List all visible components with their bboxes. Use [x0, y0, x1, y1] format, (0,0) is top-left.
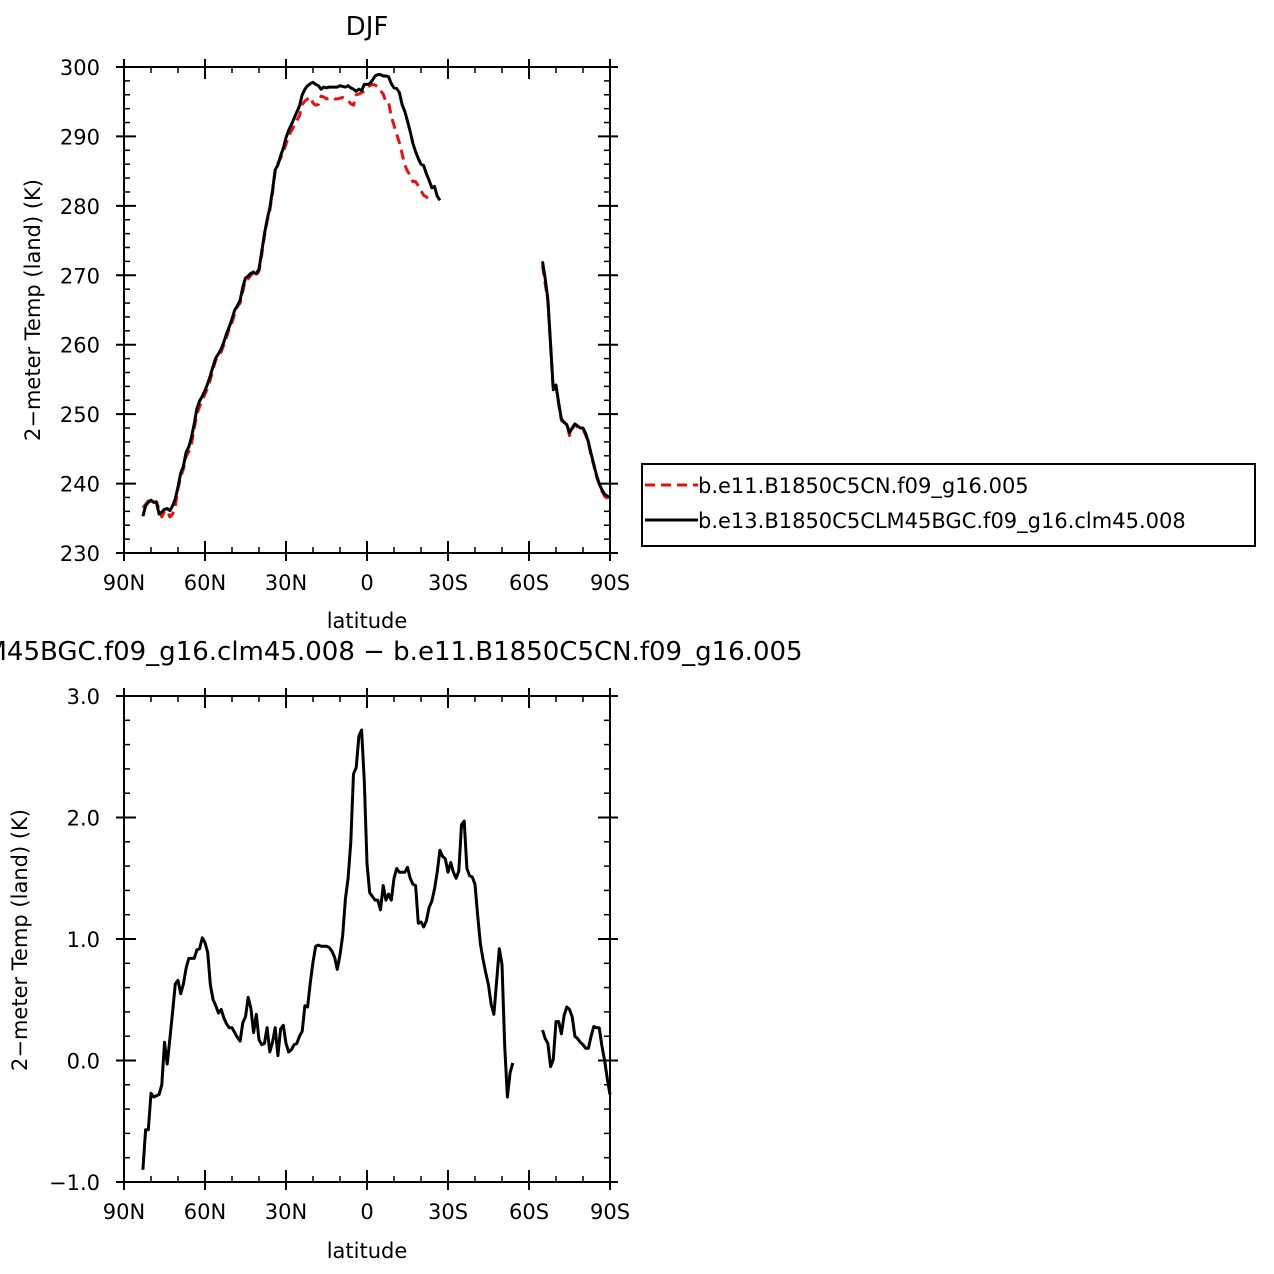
bottom-x-tick-labels: 90N 60N 30N 0 30S 60S 90S	[103, 1200, 630, 1224]
bottom-x-tick-label: 0	[360, 1200, 373, 1224]
bottom-y-tick-labels: −1.0 0.0 1.0 2.0 3.0	[49, 685, 100, 1195]
top-y-tick-label: 280	[60, 195, 100, 219]
top-plot-frame	[123, 66, 611, 554]
bottom-plot-area	[116, 688, 618, 1190]
bottom-y-tick-label: 2.0	[67, 807, 100, 831]
top-y-tick-label: 240	[60, 473, 100, 497]
top-x-tick-label: 90N	[103, 571, 145, 595]
legend: b.e11.B1850C5CN.f09_g16.005 b.e13.B1850C…	[641, 463, 1256, 547]
top-x-tick-label: 60S	[509, 571, 549, 595]
top-series-1-line-segment-0	[141, 73, 442, 517]
top-y-tick-label: 270	[60, 264, 100, 288]
top-x-tick-label: 30N	[265, 571, 307, 595]
bottom-x-tick-label: 30N	[265, 1200, 307, 1224]
top-x-tick-label: 0	[360, 571, 373, 595]
top-series-1-line-segment-1	[541, 261, 611, 499]
top-y-tick-labels: 230 240 250 260 270 280 290 300	[60, 56, 100, 566]
bottom-y-tick-label: −1.0	[49, 1171, 100, 1195]
bottom-plot-frame	[123, 695, 611, 1183]
bottom-x-tick-label: 90N	[103, 1200, 145, 1224]
legend-label-cn: b.e11.B1850C5CN.f09_g16.005	[698, 474, 1029, 499]
top-x-axis-label: latitude	[327, 609, 408, 633]
top-x-tick-label: 60N	[184, 571, 226, 595]
legend-box	[641, 463, 1256, 547]
top-plot-area	[116, 59, 618, 561]
bottom-y-tick-label: 0.0	[67, 1050, 100, 1074]
bottom-x-tick-label: 60N	[184, 1200, 226, 1224]
bottom-y-axis-label: 2−meter Temp (land) (K)	[8, 809, 32, 1071]
bottom-series-0-line-segment-1	[541, 1005, 612, 1095]
top-panel: DJF 90N 60N 30N 0 30S 60S 90S 2302402502602702…	[21, 12, 630, 633]
top-x-tick-label: 90S	[590, 571, 630, 595]
top-y-tick-label: 230	[60, 542, 100, 566]
bottom-panel: LM45BGC.f09_g16.clm45.008 − b.e11.B1850C…	[0, 637, 803, 1263]
bottom-series-0-line-segment-0	[141, 728, 515, 1170]
top-y-tick-label: 290	[60, 125, 100, 149]
top-series-0-line-segment-0	[141, 82, 431, 519]
bottom-y-tick-label: 1.0	[67, 928, 100, 952]
bottom-y-tick-label: 3.0	[67, 685, 100, 709]
bottom-x-tick-label: 90S	[590, 1200, 630, 1224]
bottom-chart-title: LM45BGC.f09_g16.clm45.008 − b.e11.B1850C…	[0, 637, 803, 667]
top-y-tick-label: 250	[60, 403, 100, 427]
top-x-tick-label: 30S	[428, 571, 468, 595]
bottom-x-axis-label: latitude	[327, 1239, 408, 1263]
top-y-tick-label: 260	[60, 334, 100, 358]
legend-label-clm45: b.e13.B1850C5CLM45BGC.f09_g16.clm45.008	[698, 509, 1186, 534]
top-y-axis-label: 2−meter Temp (land) (K)	[21, 179, 45, 441]
top-x-tick-labels: 90N 60N 30N 0 30S 60S 90S	[103, 571, 630, 595]
top-y-tick-label: 300	[60, 56, 100, 80]
bottom-x-tick-label: 30S	[428, 1200, 468, 1224]
top-chart-title: DJF	[346, 12, 389, 42]
bottom-x-tick-label: 60S	[509, 1200, 549, 1224]
